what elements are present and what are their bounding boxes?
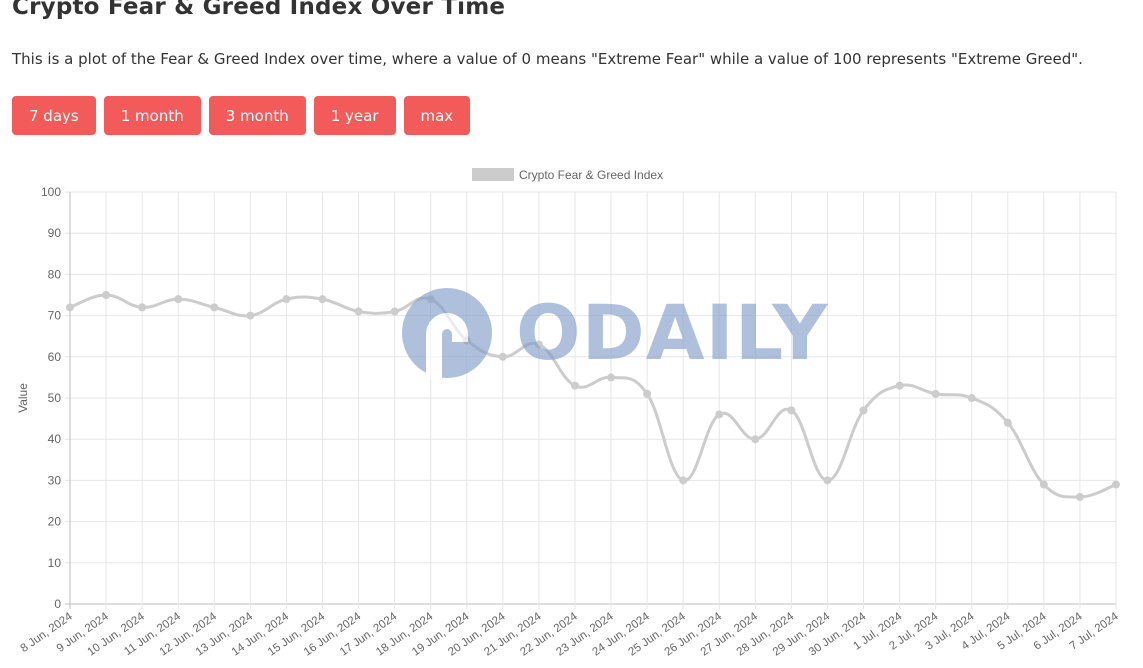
data-point[interactable] xyxy=(426,295,435,304)
range-3-month-button[interactable]: 3 month xyxy=(208,96,306,135)
data-point[interactable] xyxy=(931,389,940,398)
y-tick-label: 10 xyxy=(48,556,62,570)
data-point[interactable] xyxy=(498,352,507,361)
y-tick-label: 90 xyxy=(48,226,62,240)
page-title: Crypto Fear & Greed Index Over Time xyxy=(12,0,506,20)
data-point[interactable] xyxy=(462,336,471,345)
data-point[interactable] xyxy=(607,373,616,382)
series-layer xyxy=(66,291,1120,501)
data-point[interactable] xyxy=(859,406,868,415)
data-point[interactable] xyxy=(318,295,327,304)
data-point[interactable] xyxy=(210,303,219,312)
data-point[interactable] xyxy=(102,291,111,299)
page-description: This is a plot of the Fear & Greed Index… xyxy=(12,50,1083,68)
data-point[interactable] xyxy=(282,295,291,304)
data-point[interactable] xyxy=(643,389,652,398)
data-point[interactable] xyxy=(1039,480,1048,489)
data-point[interactable] xyxy=(1075,492,1084,501)
data-point[interactable] xyxy=(534,340,543,349)
data-point[interactable] xyxy=(679,476,688,485)
data-point[interactable] xyxy=(570,381,579,390)
y-tick-label: 60 xyxy=(48,350,62,364)
data-point[interactable] xyxy=(390,307,399,316)
data-point[interactable] xyxy=(751,435,760,444)
y-tick-label: 30 xyxy=(48,473,62,487)
data-point[interactable] xyxy=(66,303,74,312)
range-button-group: 7 days 1 month 3 month 1 year max xyxy=(12,96,471,135)
legend-label: Crypto Fear & Greed Index xyxy=(519,168,663,182)
y-tick-label: 20 xyxy=(48,515,62,529)
range-7-days-button[interactable]: 7 days xyxy=(12,96,96,135)
legend[interactable]: Crypto Fear & Greed Index xyxy=(472,168,663,182)
grid-lines xyxy=(65,191,1117,609)
range-max-button[interactable]: max xyxy=(403,96,471,135)
y-tick-label: 70 xyxy=(48,309,62,323)
data-point[interactable] xyxy=(823,476,832,485)
y-tick-label: 100 xyxy=(41,185,61,199)
data-point[interactable] xyxy=(1112,480,1120,489)
data-point[interactable] xyxy=(174,295,183,304)
data-point[interactable] xyxy=(138,303,147,312)
y-tick-label: 40 xyxy=(48,432,62,446)
legend-swatch xyxy=(472,168,514,181)
data-point[interactable] xyxy=(967,394,976,402)
data-point[interactable] xyxy=(715,410,724,419)
y-tick-label: 80 xyxy=(48,267,62,281)
data-point[interactable] xyxy=(895,381,904,390)
chart-container: 0 10 20 30 40 50 60 70 80 90 100 8 Jun, 2024 9 Jun, … xyxy=(0,160,1143,668)
data-point[interactable] xyxy=(246,311,255,320)
y-axis-title: Value xyxy=(16,383,30,413)
range-1-month-button[interactable]: 1 month xyxy=(103,96,201,135)
range-1-year-button[interactable]: 1 year xyxy=(313,96,396,135)
y-tick-label: 0 xyxy=(54,597,61,611)
y-tick-label: 50 xyxy=(48,391,62,405)
series-line xyxy=(69,293,1117,499)
data-point[interactable] xyxy=(354,307,363,316)
data-point[interactable] xyxy=(1003,418,1012,427)
data-point[interactable] xyxy=(787,406,796,415)
